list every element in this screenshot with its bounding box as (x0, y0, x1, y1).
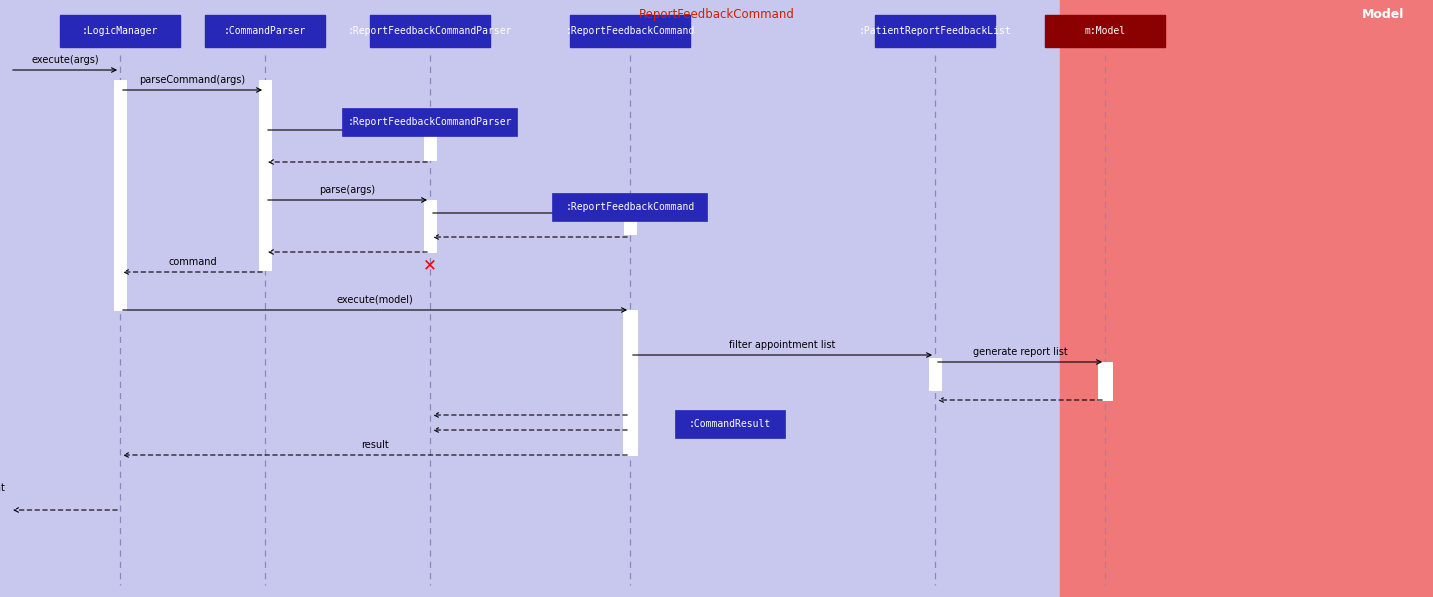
Text: return filtered patient
feedback reports: return filtered patient feedback reports (0, 484, 4, 505)
Text: :LogicManager: :LogicManager (82, 26, 158, 36)
Bar (424, 200, 436, 252)
Text: execute(model): execute(model) (337, 295, 413, 305)
Bar (424, 130, 436, 160)
Text: Model: Model (1361, 8, 1404, 21)
Text: execute(args): execute(args) (32, 55, 99, 65)
Text: :ReportFeedbackCommandParser: :ReportFeedbackCommandParser (348, 26, 512, 36)
Text: ReportFeedbackCommand: ReportFeedbackCommand (639, 8, 794, 21)
Text: result: result (361, 440, 388, 450)
Bar (205, 15, 325, 47)
Text: m:Model: m:Model (1085, 26, 1125, 36)
Bar (876, 15, 995, 47)
Bar (623, 213, 636, 234)
Bar (623, 310, 638, 455)
Bar (675, 410, 785, 438)
Text: filter appointment list: filter appointment list (729, 340, 835, 350)
Text: parse(args): parse(args) (320, 185, 375, 195)
Bar (259, 80, 271, 270)
Bar (60, 15, 181, 47)
Text: command: command (168, 257, 216, 267)
Text: :PatientReportFeedbackList: :PatientReportFeedbackList (858, 26, 1012, 36)
Bar (370, 15, 490, 47)
Bar (1045, 15, 1165, 47)
Text: :CommandParser: :CommandParser (224, 26, 307, 36)
Bar (553, 193, 708, 221)
Text: :ReportFeedbackCommandParser: :ReportFeedbackCommandParser (348, 117, 512, 127)
Text: :CommandResult: :CommandResult (689, 419, 771, 429)
Bar (1098, 362, 1112, 400)
Text: generate report list: generate report list (973, 347, 1068, 357)
Text: ✕: ✕ (423, 256, 437, 274)
Text: parseCommand(args): parseCommand(args) (139, 75, 245, 85)
Text: :ReportFeedbackCommand: :ReportFeedbackCommand (566, 202, 695, 212)
Bar (342, 108, 517, 136)
Bar (570, 15, 691, 47)
Bar (1060, 0, 1433, 597)
Bar (929, 358, 941, 390)
Text: :ReportFeedbackCommand: :ReportFeedbackCommand (566, 26, 695, 36)
Bar (115, 80, 126, 310)
